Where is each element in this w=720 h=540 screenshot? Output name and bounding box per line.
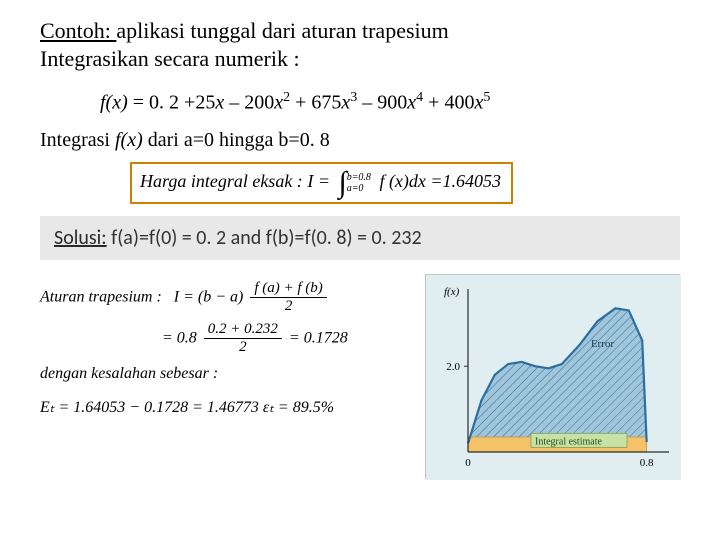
svg-text:f(x): f(x) bbox=[444, 286, 460, 298]
fraction-2: 0.2 + 0.232 2 bbox=[204, 321, 282, 357]
solution-bar: Solusi: f(a)=f(0) = 0. 2 and f(b)=f(0. 8… bbox=[40, 216, 680, 260]
exact-label: Harga integral eksak : bbox=[140, 171, 307, 191]
solution-body: f(a)=f(0) = 0. 2 and f(b)=f(0. 8) = 0. 2… bbox=[107, 226, 422, 250]
title-underlined: Contoh: bbox=[40, 18, 116, 43]
svg-text:0: 0 bbox=[465, 457, 471, 469]
svg-text:2.0: 2.0 bbox=[446, 361, 460, 373]
exact-integral-box: Harga integral eksak : I = ∫ b=0.8 a=0 f… bbox=[130, 162, 513, 204]
solution-label: Solusi: bbox=[54, 226, 107, 250]
subtitle: Integrasikan secara numerik : bbox=[40, 46, 680, 72]
title: Contoh: aplikasi tunggal dari aturan tra… bbox=[40, 18, 680, 44]
error-equation: Eₜ = 1.64053 − 0.1728 = 1.46773 εₜ = 89.… bbox=[40, 397, 413, 417]
fraction-1: f (a) + f (b) 2 bbox=[250, 280, 326, 316]
trapezoid-calc: Aturan trapesium : I = (b − a) f (a) + f… bbox=[40, 274, 413, 479]
polynomial: f(x) = 0. 2 +25x – 200x2 + 675x3 – 900x4… bbox=[100, 90, 680, 115]
chart-svg: 2.0 0 0.8 f(x) Error Integral estimate bbox=[426, 275, 681, 480]
bottom-row: Aturan trapesium : I = (b − a) f (a) + f… bbox=[40, 274, 680, 479]
svg-text:Error: Error bbox=[591, 338, 615, 350]
trapezoid-chart: 2.0 0 0.8 f(x) Error Integral estimate bbox=[425, 274, 680, 479]
title-rest: aplikasi tunggal dari aturan trapesium bbox=[116, 18, 448, 43]
integral-symbol: ∫ b=0.8 a=0 bbox=[338, 168, 370, 198]
svg-text:Integral estimate: Integral estimate bbox=[535, 436, 602, 447]
integration-range: Integrasi f(x) dari a=0 hingga b=0. 8 bbox=[40, 129, 680, 152]
svg-text:0.8: 0.8 bbox=[640, 457, 654, 469]
